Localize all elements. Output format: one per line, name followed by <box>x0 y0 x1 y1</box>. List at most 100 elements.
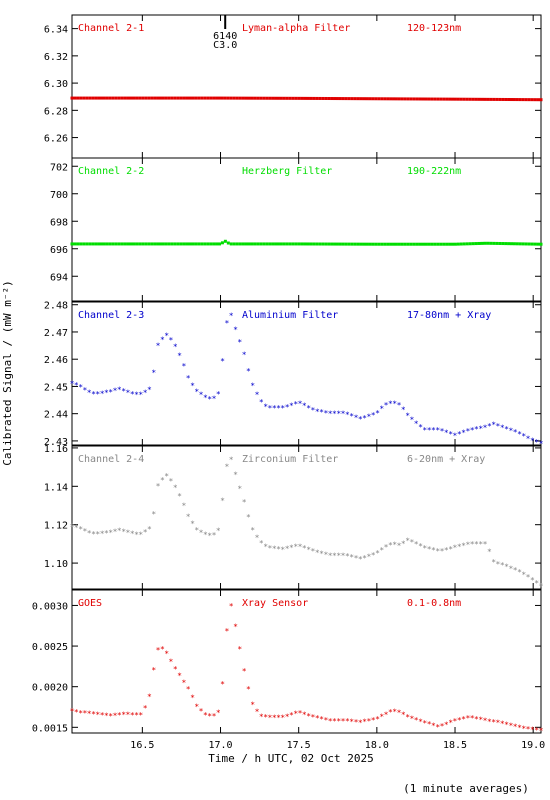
data-point: * <box>311 406 316 415</box>
data-point: * <box>134 391 139 400</box>
data-point <box>132 242 136 246</box>
data-point <box>321 242 325 246</box>
data-point <box>474 97 478 101</box>
data-point <box>321 96 325 100</box>
data-point <box>330 242 334 246</box>
data-point: * <box>306 404 311 413</box>
data-point: * <box>341 551 346 560</box>
data-point: * <box>164 649 169 658</box>
data-point <box>309 242 313 246</box>
data-point: * <box>138 530 143 539</box>
data-point: * <box>246 513 251 522</box>
data-point: * <box>82 386 87 395</box>
data-point <box>504 97 508 101</box>
data-point <box>415 242 419 246</box>
data-point <box>318 242 322 246</box>
data-point: * <box>298 399 303 408</box>
data-point: * <box>113 527 118 536</box>
panel-channel-label: Channel 2-2 <box>78 166 144 177</box>
data-point: * <box>207 531 212 540</box>
data-point: * <box>268 404 273 413</box>
data-point <box>456 97 460 101</box>
data-point: * <box>280 714 285 723</box>
data-point: * <box>465 541 470 550</box>
data-point: * <box>285 403 290 412</box>
data-point: * <box>362 718 367 727</box>
data-point: * <box>435 723 440 732</box>
y-tick-label: 2.45 <box>44 382 68 393</box>
data-point: * <box>229 602 234 611</box>
data-point <box>492 241 496 245</box>
data-point: * <box>401 711 406 720</box>
y-tick-label: 6.32 <box>44 52 68 63</box>
y-tick-label: 6.28 <box>44 106 68 117</box>
data-point <box>362 242 366 246</box>
data-point <box>533 98 537 102</box>
data-point <box>386 242 390 246</box>
data-point: * <box>233 470 238 479</box>
data-point: * <box>504 425 509 434</box>
data-point: * <box>521 571 526 580</box>
data-point <box>194 96 198 100</box>
data-point <box>412 242 416 246</box>
data-point: * <box>169 336 174 345</box>
data-point <box>102 242 106 246</box>
data-point <box>282 242 286 246</box>
data-point: * <box>70 380 75 389</box>
data-point <box>486 97 490 101</box>
data-point: * <box>306 545 311 554</box>
data-point <box>389 242 393 246</box>
data-point: * <box>435 426 440 435</box>
panel-filter-label: Aluminium Filter <box>242 310 338 321</box>
data-point: * <box>388 541 393 550</box>
data-point <box>141 96 145 100</box>
data-point: * <box>384 710 389 719</box>
data-point <box>465 242 469 246</box>
data-point <box>374 97 378 101</box>
data-point <box>344 242 348 246</box>
data-point: * <box>117 711 122 720</box>
data-point: * <box>375 409 380 418</box>
data-point: * <box>336 410 341 419</box>
data-point <box>365 97 369 101</box>
data-point <box>232 96 236 100</box>
data-point <box>409 97 413 101</box>
data-point <box>530 242 534 246</box>
data-point: * <box>384 401 389 410</box>
data-point: * <box>186 374 191 383</box>
data-point <box>333 97 337 101</box>
panel-frame <box>71 157 542 302</box>
data-point <box>173 96 177 100</box>
data-point: * <box>362 414 367 423</box>
data-point: * <box>379 546 384 555</box>
data-point <box>406 242 410 246</box>
y-tick-label: 2.47 <box>44 328 68 339</box>
data-point: * <box>82 527 87 536</box>
data-point: * <box>496 719 501 728</box>
data-point: * <box>315 714 320 723</box>
data-point <box>126 96 130 100</box>
data-point: * <box>362 554 367 563</box>
data-point: * <box>259 539 264 548</box>
data-point: * <box>108 528 113 537</box>
data-point <box>392 242 396 246</box>
data-point: * <box>199 391 204 400</box>
data-point <box>433 242 437 246</box>
data-point <box>244 242 248 246</box>
data-point: * <box>151 369 156 378</box>
data-point <box>99 242 103 246</box>
data-point <box>515 98 519 102</box>
data-point <box>215 96 219 100</box>
data-point: * <box>521 432 526 441</box>
data-point: * <box>298 542 303 551</box>
data-point <box>158 96 162 100</box>
data-point <box>439 242 443 246</box>
data-point <box>120 96 124 100</box>
data-point: * <box>491 718 496 727</box>
data-point: * <box>87 529 92 538</box>
data-point: * <box>164 332 169 341</box>
data-point <box>200 242 204 246</box>
data-point <box>241 96 245 100</box>
data-point <box>291 96 295 100</box>
data-point <box>265 96 269 100</box>
